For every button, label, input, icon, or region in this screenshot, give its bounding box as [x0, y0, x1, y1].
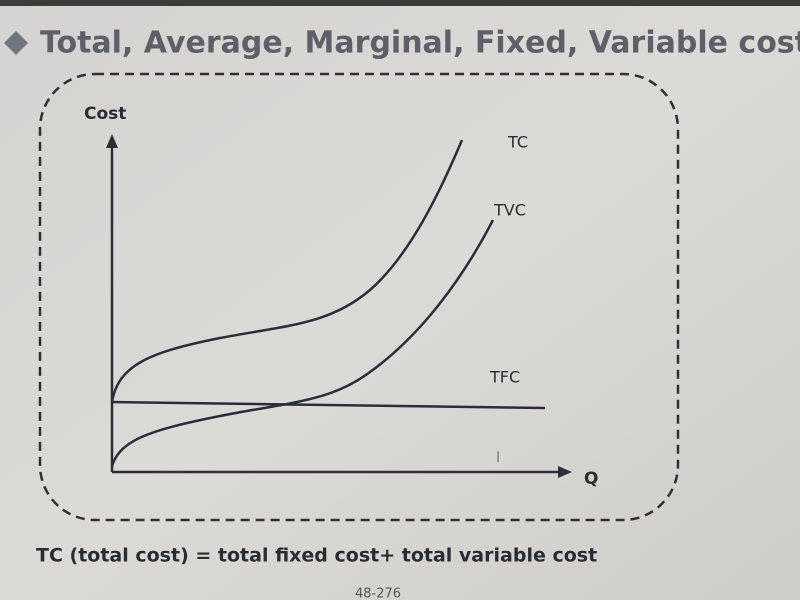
dashed-frame: [38, 72, 680, 522]
curve-label: TVC: [493, 201, 526, 220]
top-edge: [0, 0, 800, 6]
curve-label: TC: [507, 133, 528, 152]
tvc-curve: [110, 219, 495, 467]
y-axis-arrow: [106, 134, 118, 148]
page-number: 48-276: [355, 587, 401, 600]
x-axis-arrow: [558, 466, 572, 478]
curve-label: TFC: [489, 368, 520, 387]
x-axis-label: Q: [584, 469, 598, 489]
title: Total, Average, Marginal, Fixed, Variabl…: [40, 26, 800, 61]
tfc-curve: [111, 400, 546, 410]
tc-curve: [110, 139, 464, 403]
y-axis-label: Cost: [84, 104, 126, 124]
cursor: I: [496, 450, 500, 466]
formula: TC (total cost) = total fixed cost+ tota…: [36, 545, 597, 567]
title-bullet: [4, 31, 28, 55]
